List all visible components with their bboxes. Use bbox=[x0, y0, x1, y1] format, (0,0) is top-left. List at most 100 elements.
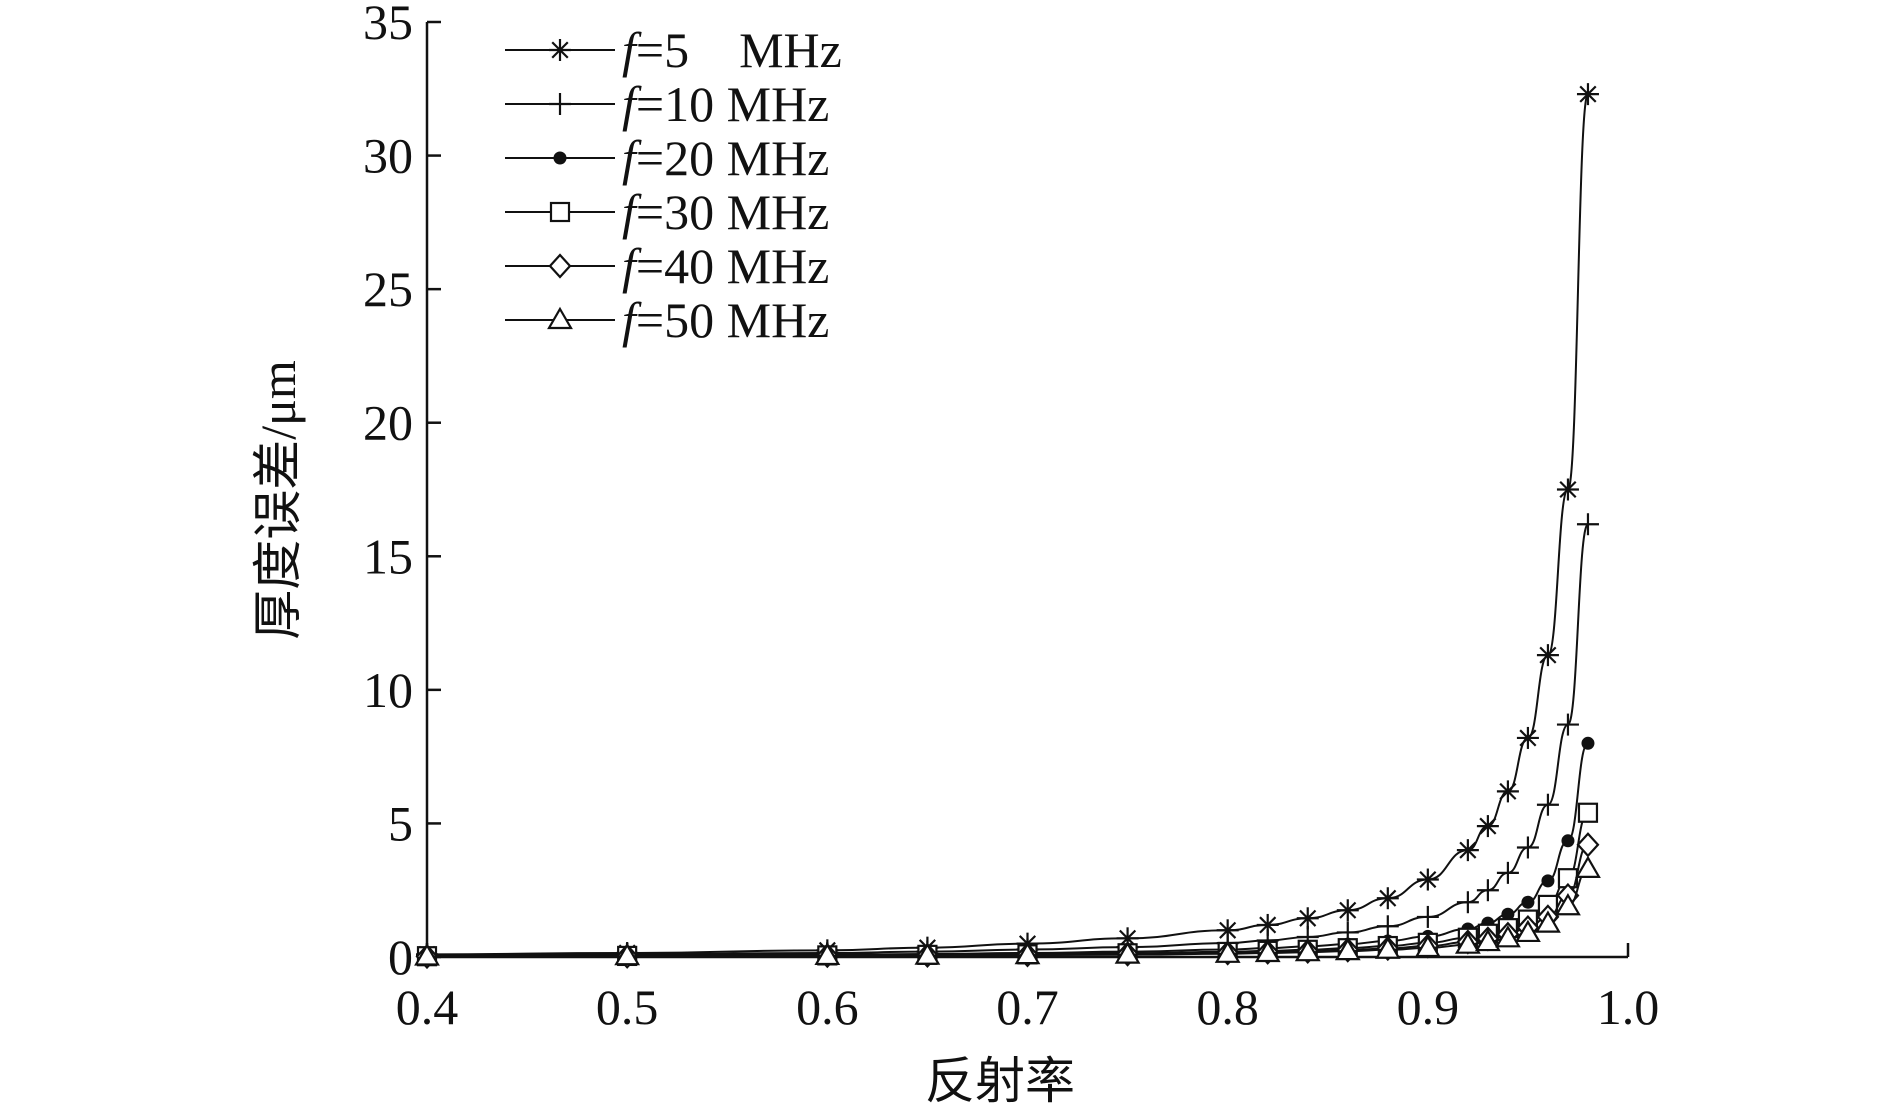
legend-item: f=40 MHz bbox=[505, 238, 829, 294]
data-point bbox=[1474, 928, 1501, 952]
asterisk-stroke bbox=[1459, 841, 1477, 859]
asterisk-stroke bbox=[1219, 921, 1237, 939]
legend-label-value: =50 MHz bbox=[636, 292, 829, 348]
series-4 bbox=[416, 802, 1599, 967]
y-tick-label: 20 bbox=[363, 395, 413, 451]
data-point bbox=[1456, 839, 1479, 862]
legend-marker bbox=[547, 306, 573, 330]
data-point bbox=[1576, 832, 1600, 858]
x-tick-label: 0.5 bbox=[596, 979, 659, 1035]
legend-marker bbox=[549, 201, 571, 223]
data-point bbox=[1296, 907, 1319, 930]
asterisk-stroke bbox=[1519, 729, 1537, 747]
data-point bbox=[1516, 836, 1539, 859]
legend-label: f=30 MHz bbox=[622, 184, 829, 240]
data-point bbox=[1454, 931, 1481, 954]
legend-marker bbox=[548, 253, 572, 279]
data-point bbox=[1376, 915, 1399, 938]
x-tick-label: 0.9 bbox=[1397, 979, 1460, 1035]
data-point bbox=[1576, 83, 1599, 106]
data-point bbox=[1555, 893, 1581, 916]
data-point bbox=[1501, 907, 1515, 921]
legend-label-value: =10 MHz bbox=[636, 76, 829, 132]
data-point bbox=[1521, 895, 1535, 909]
x-tick-label: 0.8 bbox=[1196, 979, 1259, 1035]
asterisk-stroke bbox=[1379, 889, 1397, 907]
series-line bbox=[426, 523, 1589, 957]
legend-item: f=30 MHz bbox=[505, 184, 829, 240]
y-tick-label: 10 bbox=[363, 662, 413, 718]
series-line bbox=[426, 93, 1589, 956]
legend-item: f=50 MHz bbox=[505, 292, 829, 348]
data-point bbox=[1515, 919, 1541, 943]
y-tick-label: 25 bbox=[363, 261, 413, 317]
legend-marker bbox=[549, 39, 571, 61]
x-tick-label: 0.4 bbox=[396, 979, 459, 1035]
data-point bbox=[1416, 905, 1439, 928]
data-point bbox=[614, 943, 641, 966]
data-point bbox=[1476, 879, 1499, 902]
chart-axes: 0 5 10 15 20 25 30 35 0.4 0.5 0.6 0.7 0.8 0.9 1.0 bbox=[363, 0, 1659, 1035]
legend-label: f=50 MHz bbox=[622, 292, 829, 348]
data-point bbox=[1577, 802, 1599, 823]
x-tick-label: 1.0 bbox=[1597, 979, 1660, 1035]
data-point bbox=[1556, 713, 1579, 736]
asterisk-stroke bbox=[1499, 782, 1517, 800]
series-2 bbox=[416, 513, 1599, 967]
y-tick-label: 30 bbox=[363, 128, 413, 184]
data-point bbox=[1496, 861, 1519, 884]
legend-item: f=10 MHz bbox=[505, 76, 829, 132]
legend-marker bbox=[549, 93, 571, 115]
data-point bbox=[1214, 940, 1241, 963]
x-axis-label: 反射率 bbox=[925, 1053, 1075, 1109]
data-point bbox=[1476, 815, 1499, 838]
asterisk-stroke bbox=[1419, 870, 1437, 889]
data-point bbox=[1374, 936, 1401, 959]
y-tick-label: 15 bbox=[363, 528, 413, 584]
legend-label: f=10 MHz bbox=[622, 76, 829, 132]
legend-item: f=5 MHz bbox=[505, 22, 842, 78]
data-point bbox=[1456, 891, 1479, 914]
data-point bbox=[1336, 899, 1359, 922]
data-point bbox=[1414, 934, 1441, 958]
data-point bbox=[1014, 941, 1041, 965]
data-point bbox=[1556, 478, 1579, 501]
asterisk-stroke bbox=[1299, 909, 1317, 927]
data-point bbox=[1496, 780, 1519, 803]
legend-label: f=20 MHz bbox=[622, 130, 829, 186]
data-point bbox=[1536, 644, 1559, 667]
data-point bbox=[1581, 736, 1595, 750]
legend-label-value: =5 MHz bbox=[636, 22, 842, 78]
data-point bbox=[1376, 887, 1399, 910]
y-tick-label: 0 bbox=[388, 929, 413, 985]
data-point bbox=[1535, 910, 1561, 933]
data-point bbox=[1416, 868, 1439, 891]
data-point bbox=[1114, 941, 1141, 964]
data-point bbox=[1294, 938, 1321, 962]
data-point bbox=[1536, 793, 1559, 816]
asterisk-stroke bbox=[1339, 901, 1357, 919]
series-line bbox=[426, 843, 1589, 958]
data-point bbox=[1254, 939, 1281, 963]
legend-label-value: =20 MHz bbox=[636, 130, 829, 186]
x-tick-label: 0.6 bbox=[796, 979, 859, 1035]
data-point bbox=[414, 943, 440, 966]
data-point bbox=[1561, 834, 1575, 848]
asterisk-stroke bbox=[1579, 85, 1597, 103]
series-3 bbox=[420, 736, 1595, 963]
chart-series-layer bbox=[414, 83, 1601, 970]
legend-item: f=20 MHz bbox=[505, 130, 829, 186]
data-point bbox=[1541, 874, 1555, 888]
data-point bbox=[1576, 513, 1599, 536]
legend-label-value: =40 MHz bbox=[636, 238, 829, 294]
data-point bbox=[1494, 925, 1521, 948]
data-point bbox=[814, 942, 841, 966]
data-point bbox=[914, 942, 941, 965]
data-point bbox=[1334, 937, 1361, 961]
asterisk-stroke bbox=[1539, 646, 1557, 664]
legend-marker bbox=[553, 151, 567, 165]
data-point bbox=[1575, 855, 1601, 878]
y-tick-label: 35 bbox=[363, 0, 413, 50]
